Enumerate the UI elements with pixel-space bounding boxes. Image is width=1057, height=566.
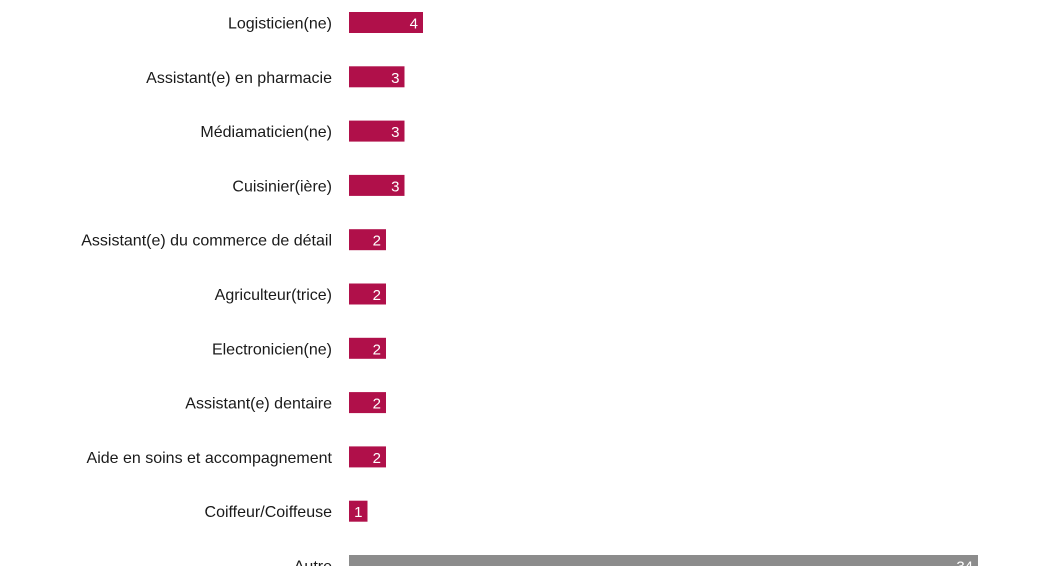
value-label-aide-en-soins-et-accompagnement: 2 — [373, 450, 381, 467]
category-label-logisticien-ne: Logisticien(ne) — [228, 16, 332, 33]
bar-agriculteur-trice — [349, 283, 386, 305]
category-label-aide-en-soins-et-accompagnement: Aide en soins et accompagnement — [87, 450, 333, 467]
category-label-assistant-e-en-pharmacie: Assistant(e) en pharmacie — [146, 70, 332, 87]
value-label-assistant-e-du-commerce-de-detail: 2 — [373, 233, 381, 250]
bar-mediamaticien-ne — [349, 120, 405, 142]
value-label-logisticien-ne: 4 — [410, 16, 418, 33]
category-label-mediamaticien-ne: Médiamaticien(ne) — [200, 124, 332, 141]
bar-aide-en-soins-et-accompagnement — [349, 446, 386, 468]
value-label-coiffeur-coiffeuse: 1 — [354, 504, 362, 521]
category-label-electronicien-ne: Electronicien(ne) — [212, 341, 332, 358]
category-label-autre: Autre — [294, 559, 332, 566]
bar-coiffeur-coiffeuse — [349, 500, 368, 522]
category-label-assistant-e-dentaire: Assistant(e) dentaire — [185, 396, 332, 413]
value-label-electronicien-ne: 2 — [373, 341, 381, 358]
bar-assistant-e-du-commerce-de-detail — [349, 229, 386, 251]
value-label-cuisinier-iere: 3 — [391, 178, 399, 195]
category-label-assistant-e-du-commerce-de-detail: Assistant(e) du commerce de détail — [81, 233, 332, 250]
bar-autre — [349, 555, 978, 566]
value-label-assistant-e-en-pharmacie: 3 — [391, 70, 399, 87]
bar-assistant-e-dentaire — [349, 392, 386, 414]
bars-group — [349, 12, 978, 566]
category-label-coiffeur-coiffeuse: Coiffeur/Coiffeuse — [205, 504, 333, 521]
bar-assistant-e-en-pharmacie — [349, 66, 405, 88]
category-label-agriculteur-trice: Agriculteur(trice) — [215, 287, 332, 304]
bar-logisticien-ne — [349, 12, 423, 33]
category-labels-group: Logisticien(ne) Assistant(e) en pharmacie… — [81, 16, 332, 566]
category-label-cuisinier-iere: Cuisinier(ière) — [232, 178, 332, 195]
bar-electronicien-ne — [349, 337, 386, 359]
value-label-mediamaticien-ne: 3 — [391, 124, 399, 141]
value-label-assistant-e-dentaire: 2 — [373, 396, 381, 413]
value-labels-group: 4 3 3 3 2 2 2 2 2 1 34 — [354, 16, 973, 566]
value-label-autre: 34 — [956, 559, 973, 566]
value-label-agriculteur-trice: 2 — [373, 287, 381, 304]
bar-cuisinier-iere — [349, 174, 405, 196]
